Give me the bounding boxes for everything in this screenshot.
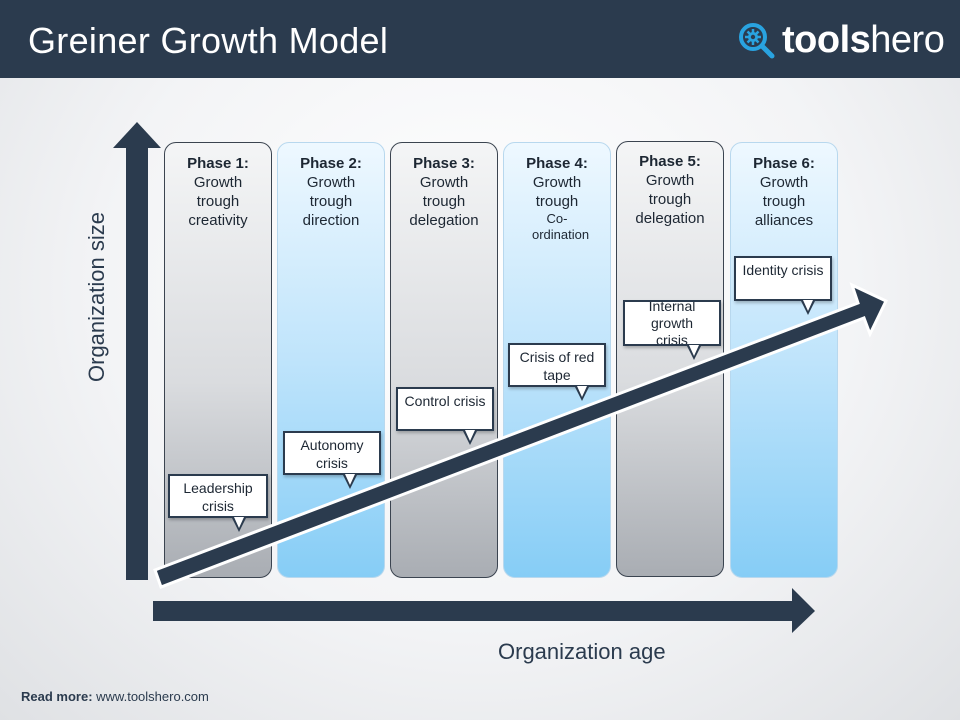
- phase-5-description: Growth trough delegation: [635, 172, 705, 227]
- phase-4-title: Phase 4:: [526, 155, 588, 172]
- crisis-callout-4-text: Crisis of red tape: [519, 349, 595, 383]
- phase-2-description: Growth trough direction: [302, 174, 360, 229]
- crisis-callout-5: Internal growth crisis: [623, 300, 721, 346]
- crisis-callout-4: Crisis of red tape: [508, 343, 606, 387]
- phase-2-title: Phase 2:: [300, 155, 362, 172]
- crisis-callout-6-pointer: [801, 300, 815, 315]
- footer-read-more: Read more: www.toolshero.com: [21, 689, 209, 704]
- phase-6-description: Growth trough alliances: [754, 174, 814, 229]
- crisis-callout-3: Control crisis: [396, 387, 494, 431]
- phase-1-description: Growth trough creativity: [188, 174, 248, 229]
- growth-arrow: [153, 282, 889, 589]
- crisis-callout-5-text: Internal growth crisis: [648, 300, 696, 346]
- phase-4-description: Growth trough: [532, 174, 582, 210]
- crisis-callout-2: Autonomy crisis: [283, 431, 381, 475]
- phase-3-title: Phase 3:: [413, 155, 475, 172]
- header-bar: Greiner Growth Model toolshero: [0, 0, 960, 78]
- magnifier-gear-icon: [739, 23, 775, 59]
- footer-link[interactable]: www.toolshero.com: [96, 689, 209, 704]
- crisis-callout-3-text: Control crisis: [404, 393, 486, 409]
- phase-5-title: Phase 5:: [639, 153, 701, 170]
- phase-5-column: Phase 5: Growth trough delegation: [616, 141, 724, 577]
- crisis-callout-2-pointer: [343, 474, 357, 489]
- crisis-callout-1-text: Leadership crisis: [183, 480, 253, 514]
- crisis-callout-1-pointer: [232, 517, 246, 532]
- crisis-callout-2-text: Autonomy crisis: [300, 437, 364, 471]
- crisis-callout-6-text: Identity crisis: [742, 262, 824, 278]
- x-axis-arrow: [153, 588, 815, 633]
- crisis-callout-4-pointer: [575, 386, 589, 401]
- phase-1-title: Phase 1:: [187, 155, 249, 172]
- phase-6-title: Phase 6:: [753, 155, 815, 172]
- y-axis-label: Organization size: [84, 212, 109, 382]
- footer-label: Read more:: [21, 689, 93, 704]
- y-axis-arrow: [113, 122, 161, 580]
- crisis-callout-5-pointer: [687, 345, 701, 360]
- logo-wordmark: toolshero: [782, 19, 945, 61]
- phase-4-subdescription: Co-ordination: [532, 211, 590, 242]
- crisis-callout-3-pointer: [463, 430, 477, 445]
- toolshero-logo[interactable]: toolshero: [738, 18, 948, 62]
- x-axis-label: Organization age: [498, 639, 666, 664]
- phase-3-column: Phase 3: Growth trough delegation: [390, 142, 498, 578]
- crisis-callout-1: Leadership crisis: [168, 474, 268, 518]
- crisis-callout-6: Identity crisis: [734, 256, 832, 301]
- page-title: Greiner Growth Model: [28, 20, 389, 61]
- phase-3-description: Growth trough delegation: [409, 174, 479, 229]
